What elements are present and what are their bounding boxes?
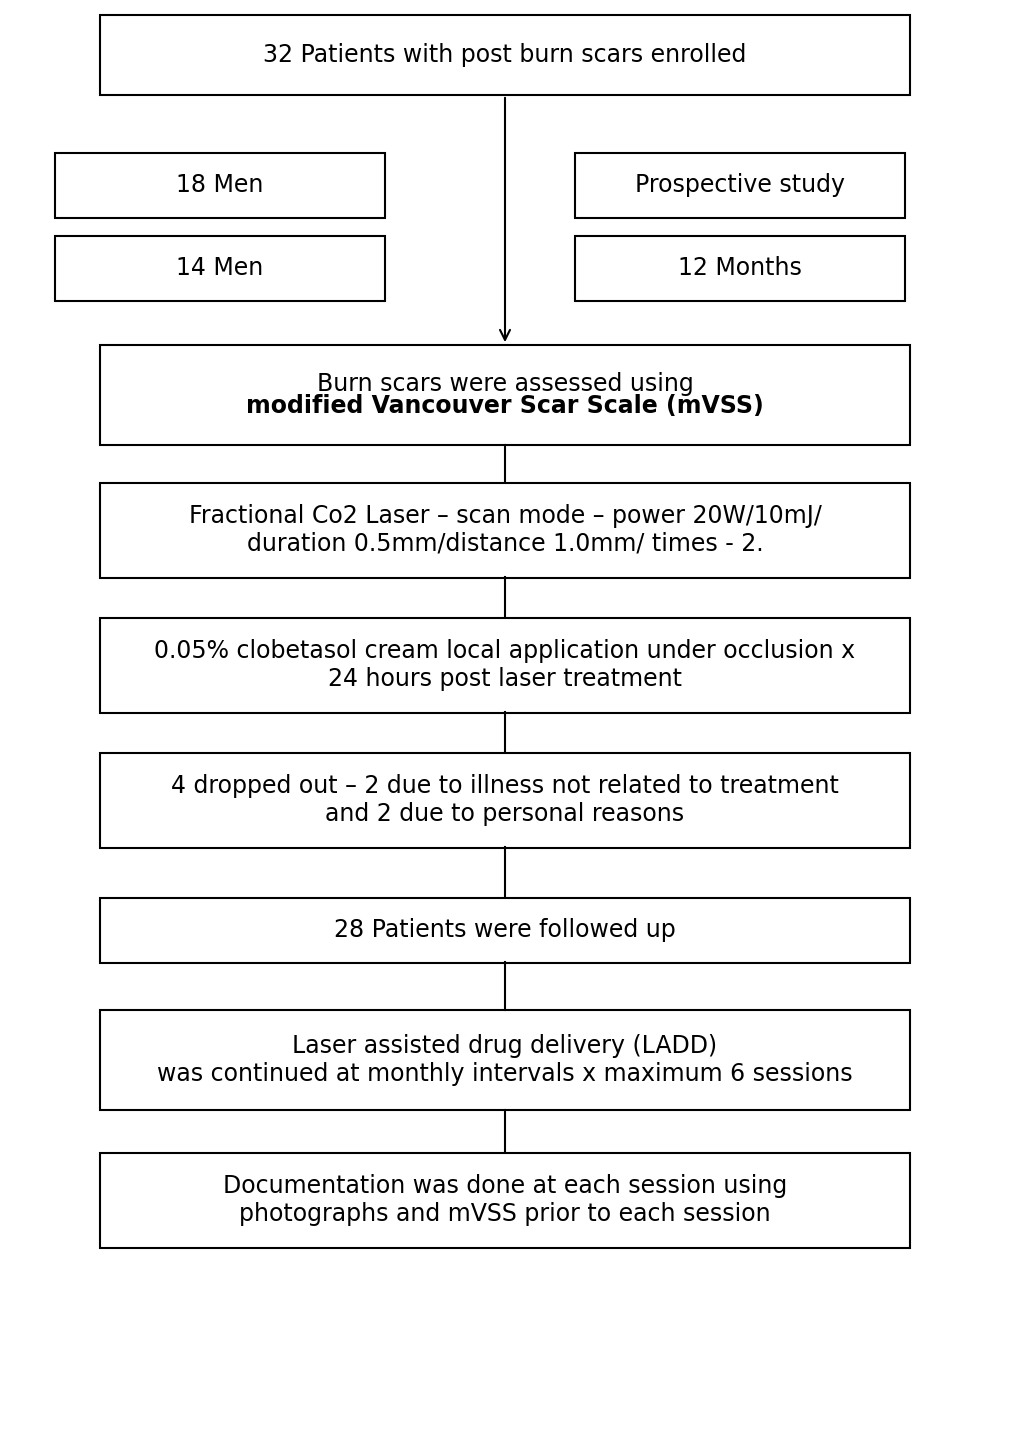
Text: 32 Patients with post burn scars enrolled: 32 Patients with post burn scars enrolle…: [264, 43, 746, 67]
Bar: [575, 236, 905, 301]
Bar: [100, 753, 910, 847]
Text: 12 Months: 12 Months: [678, 256, 802, 279]
Bar: [55, 152, 385, 217]
Bar: [100, 898, 910, 963]
Bar: [100, 617, 910, 712]
Bar: [100, 482, 910, 578]
Bar: [55, 236, 385, 301]
Bar: [575, 152, 905, 217]
Text: Prospective study: Prospective study: [635, 172, 845, 197]
Text: modified Vancouver Scar Scale (mVSS): modified Vancouver Scar Scale (mVSS): [246, 394, 764, 417]
Bar: [100, 1011, 910, 1111]
Text: Documentation was done at each session using
photographs and mVSS prior to each : Documentation was done at each session u…: [223, 1174, 787, 1226]
Text: 0.05% clobetasol cream local application under occlusion x
24 hours post laser t: 0.05% clobetasol cream local application…: [155, 639, 855, 691]
Text: 4 dropped out – 2 due to illness not related to treatment
and 2 due to personal : 4 dropped out – 2 due to illness not rel…: [171, 775, 839, 825]
Text: Laser assisted drug delivery (LADD)
was continued at monthly intervals x maximum: Laser assisted drug delivery (LADD) was …: [158, 1034, 852, 1086]
Text: 14 Men: 14 Men: [177, 256, 264, 279]
Text: Burn scars were assessed using: Burn scars were assessed using: [316, 372, 694, 397]
Text: 18 Men: 18 Men: [177, 172, 264, 197]
Text: Fractional Co2 Laser – scan mode – power 20W/10mJ/
duration 0.5mm/distance 1.0mm: Fractional Co2 Laser – scan mode – power…: [189, 504, 821, 556]
Bar: [100, 1153, 910, 1248]
Bar: [100, 345, 910, 445]
Text: 28 Patients were followed up: 28 Patients were followed up: [334, 918, 676, 943]
Bar: [100, 14, 910, 96]
